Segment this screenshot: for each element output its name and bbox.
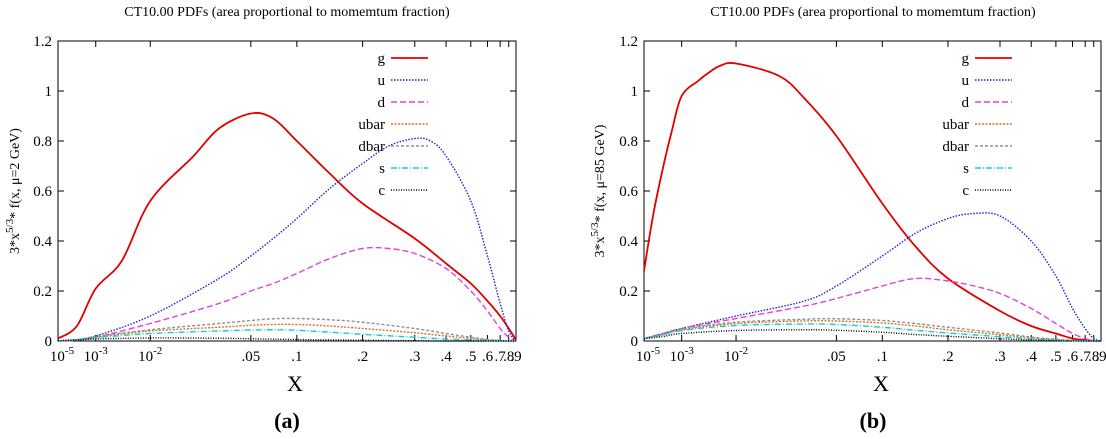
x-axis-label: X	[873, 371, 889, 396]
x-tick-label: .7	[495, 349, 507, 365]
x-tick-label: .2	[942, 349, 953, 365]
y-tick-label: 0.8	[619, 134, 638, 150]
series-line-c	[643, 329, 1101, 342]
panel-label: (a)	[274, 408, 300, 433]
x-tick-label: .2	[357, 349, 368, 365]
x-tick-label: .7	[1080, 349, 1092, 365]
y-label-rest: * f(x, μ=85 GeV)	[593, 124, 608, 222]
series-line-dbar	[643, 317, 1101, 342]
x-tick-base: 10	[670, 349, 685, 365]
x-tick-label: .6	[482, 349, 494, 365]
legend-label-ubar: ubar	[942, 117, 969, 133]
x-tick-label: 10-2	[724, 345, 748, 365]
chart-panel-b: CT10.00 PDFs (area proportional to momem…	[589, 5, 1106, 433]
x-tick-base: 10	[724, 349, 739, 365]
legend-label-d: d	[962, 95, 970, 111]
y-tick-label: 1	[631, 84, 639, 100]
x-tick-label: 10-3	[670, 345, 695, 365]
legend-label-c: c	[378, 183, 385, 199]
x-axis-label: X	[287, 371, 303, 396]
legend-label-g: g	[378, 51, 386, 67]
legend-label-dbar: dbar	[942, 139, 969, 155]
x-tick-label: 10-2	[138, 345, 162, 365]
y-tick-label: 0.6	[619, 184, 638, 200]
x-tick-base: 10	[84, 349, 99, 365]
series-line-dbar	[57, 317, 516, 342]
x-tick-label: .5	[465, 349, 476, 365]
chart-title: CT10.00 PDFs (area proportional to momem…	[710, 5, 1036, 20]
x-tick-label: .3	[409, 349, 420, 365]
series-line-g	[57, 112, 517, 341]
y-tick-label: 0.2	[33, 284, 52, 300]
series-line-d	[643, 277, 1101, 342]
y-tick-label: 1.2	[33, 34, 52, 50]
y-tick-label: 0.4	[33, 234, 52, 250]
y-label-rest: * f(x, μ=2 GeV)	[8, 128, 23, 219]
x-tick-base: 10	[138, 349, 153, 365]
legend-label-s: s	[379, 161, 385, 177]
chart-panel-a: CT10.00 PDFs (area proportional to momem…	[4, 5, 522, 433]
x-tick-label: 10-5	[50, 345, 75, 365]
series-line-u	[643, 212, 1102, 342]
legend-label-g: g	[962, 51, 970, 67]
x-tick-exponent: -5	[65, 345, 75, 357]
x-tick-label: .4	[1026, 349, 1038, 365]
x-tick-label: 10-5	[636, 345, 661, 365]
chart-title: CT10.00 PDFs (area proportional to momem…	[124, 5, 450, 20]
x-tick-exponent: -2	[153, 345, 162, 357]
legend-label-c: c	[962, 183, 969, 199]
x-tick-label: .6	[1067, 349, 1079, 365]
plot-frame	[643, 40, 1102, 342]
y-axis-label: 3*x5/3* f(x, μ=2 GeV)	[4, 128, 23, 254]
y-axis-label: 3*x5/3* f(x, μ=85 GeV)	[589, 124, 608, 257]
x-tick-exponent: -5	[651, 345, 661, 357]
y-tick-label: 0.4	[619, 234, 638, 250]
y-label-exponent: 5/3	[4, 218, 16, 233]
x-tick-label: .3	[994, 349, 1005, 365]
x-tick-label: .05	[827, 349, 846, 365]
series-line-s	[57, 329, 516, 342]
x-tick-base: 10	[636, 349, 651, 365]
y-tick-label: 1	[45, 84, 53, 100]
x-tick-exponent: -3	[99, 345, 109, 357]
y-tick-label: 0	[631, 334, 639, 350]
y-label-base: 3*x	[593, 236, 608, 257]
x-tick-label: .1	[877, 349, 888, 365]
series-line-g	[643, 62, 1102, 342]
plot-frame	[57, 40, 517, 342]
x-tick-label: .1	[291, 349, 302, 365]
legend-label-ubar: ubar	[358, 117, 385, 133]
y-tick-label: 1.2	[619, 34, 638, 50]
x-tick-label: .4	[440, 349, 452, 365]
y-tick-label: 0.6	[33, 184, 52, 200]
panel-label: (b)	[860, 408, 887, 433]
y-tick-label: 0.8	[33, 134, 52, 150]
legend-label-dbar: dbar	[358, 139, 385, 155]
series-line-ubar	[643, 320, 1101, 342]
series-line-u	[57, 137, 517, 342]
y-label-base: 3*x	[8, 233, 23, 254]
x-tick-label: .9	[510, 349, 521, 365]
x-tick-base: 10	[50, 349, 65, 365]
legend-label-u: u	[962, 73, 970, 89]
x-tick-label: .8	[1088, 349, 1099, 365]
legend-label-s: s	[963, 161, 969, 177]
legend-label-d: d	[378, 95, 386, 111]
legend-label-u: u	[378, 73, 386, 89]
x-tick-label: .05	[241, 349, 260, 365]
x-tick-exponent: -3	[685, 345, 695, 357]
x-tick-exponent: -2	[739, 345, 748, 357]
y-tick-label: 0.2	[619, 284, 638, 300]
x-tick-label: .8	[503, 349, 514, 365]
x-tick-label: 10-3	[84, 345, 109, 365]
x-tick-label: .9	[1095, 349, 1106, 365]
series-line-d	[57, 246, 517, 342]
y-tick-label: 0	[45, 334, 53, 350]
y-label-exponent: 5/3	[589, 222, 601, 237]
x-tick-label: .5	[1050, 349, 1061, 365]
